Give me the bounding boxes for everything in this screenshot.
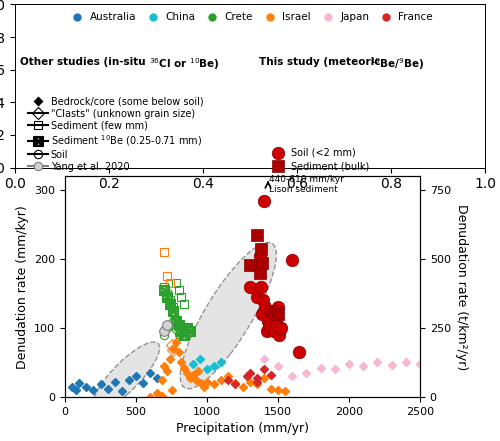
Legend: Soil (<2 mm), Sediment (bulk): Soil (<2 mm), Sediment (bulk) [264, 144, 372, 176]
Ellipse shape [92, 342, 160, 411]
Text: $^{10}$Be/$^{9}$Be): $^{10}$Be/$^{9}$Be) [370, 56, 424, 72]
Ellipse shape [180, 243, 276, 389]
Text: Other studies (in-situ: Other studies (in-situ [20, 56, 149, 67]
Text: $^{36}$Cl or $^{10}$Be): $^{36}$Cl or $^{10}$Be) [149, 56, 220, 72]
Y-axis label: Denudation rate (t/km²/yr): Denudation rate (t/km²/yr) [454, 204, 468, 370]
Text: 440-610 mm/kyr
Lison sediment: 440-610 mm/kyr Lison sediment [270, 175, 344, 194]
X-axis label: Precipitation (mm/yr): Precipitation (mm/yr) [176, 422, 309, 435]
Text: This study (meteoric: This study (meteoric [260, 56, 384, 67]
Y-axis label: Denudation rate (mm/kyr): Denudation rate (mm/kyr) [16, 205, 28, 369]
